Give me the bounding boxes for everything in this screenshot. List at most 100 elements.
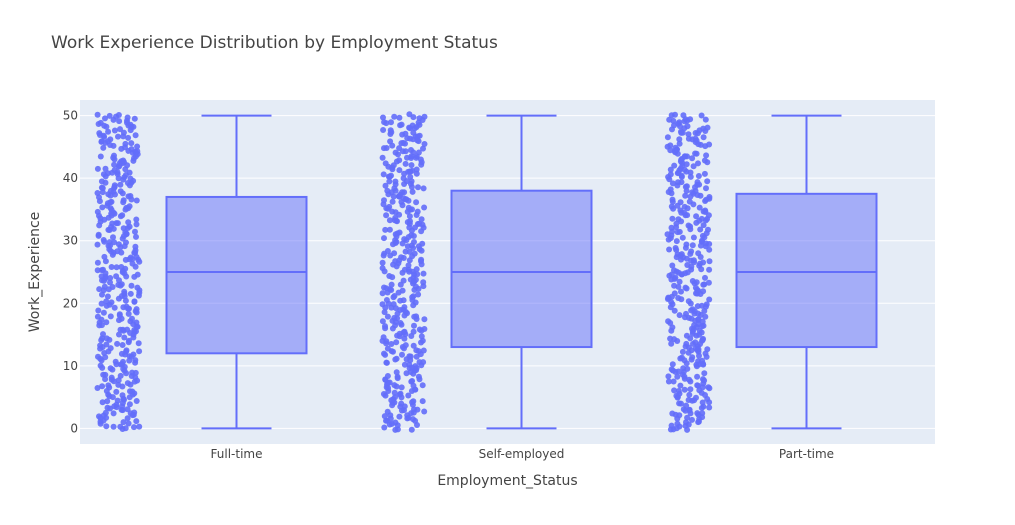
data-point [102,165,109,172]
data-point [94,190,101,196]
data-point [419,240,426,247]
data-point [100,331,106,338]
data-point [668,422,675,429]
data-point [686,407,693,414]
data-point [703,301,710,308]
data-point [396,229,403,236]
data-point [105,382,112,389]
data-point [706,194,713,200]
data-point [116,312,123,319]
data-point [694,382,701,389]
data-point [110,410,117,417]
box-iqr [450,189,593,349]
data-point [110,423,117,430]
data-point [94,259,101,266]
data-point [666,116,673,123]
data-point [677,199,684,206]
data-point [692,345,699,352]
data-point [420,279,427,286]
data-point [408,162,415,169]
data-point [673,238,680,245]
data-point [418,333,425,340]
data-point [404,154,410,161]
data-point [674,420,681,427]
data-point [119,326,126,333]
data-point [700,222,707,229]
data-point [681,373,688,380]
data-point [401,361,408,368]
data-point [117,213,124,220]
data-point [380,127,387,133]
data-point [682,270,689,277]
data-point [125,134,132,141]
data-point [699,357,706,364]
data-point [689,278,696,284]
data-point [694,179,701,186]
data-point [665,378,672,385]
data-point [683,332,690,339]
data-point [128,282,135,289]
data-point [409,122,416,129]
data-point [124,114,131,121]
data-point [120,176,127,183]
data-point [98,178,105,185]
data-point [131,424,137,431]
data-point [688,248,695,255]
data-point [107,279,113,286]
data-point [381,197,387,204]
data-point [133,221,140,228]
data-point [113,264,120,271]
data-point [109,366,116,373]
data-point [115,241,122,248]
data-point [420,347,427,354]
data-point [113,388,120,395]
box-iqr [165,195,308,355]
data-point [393,369,400,376]
data-point [132,132,139,139]
boxes [165,114,878,430]
data-point [115,133,121,140]
data-point [692,284,699,291]
data-point [110,234,116,241]
data-point [96,130,103,137]
data-point [698,302,705,309]
data-point [105,128,112,135]
x-axis-title: Employment_Status [437,473,577,489]
data-point [692,135,699,142]
data-point [113,113,119,120]
data-point [108,264,115,270]
data-point [411,239,417,245]
data-point [103,319,110,326]
data-point [129,260,136,267]
data-point [415,149,422,156]
data-point [679,234,686,241]
data-point [687,116,694,123]
data-point [692,150,699,157]
data-point [675,295,682,301]
data-point [119,342,126,348]
data-point [684,414,691,421]
data-point [414,208,421,215]
data-point [706,241,713,247]
data-point [100,144,107,151]
data-point [416,359,423,366]
data-point [420,145,426,152]
data-point [678,251,685,258]
data-point [134,284,141,291]
data-point [402,248,409,255]
data-point [669,180,676,187]
data-point [387,138,394,145]
data-point [383,297,390,303]
data-point [693,213,700,220]
data-point [676,119,683,126]
data-point [421,326,428,332]
data-point [94,241,101,248]
data-point [689,155,696,162]
data-point [672,144,679,151]
data-point [94,267,101,274]
data-point [668,203,675,210]
y-tick-label: 20 [63,296,78,310]
data-point [381,284,387,291]
data-point [94,111,101,118]
